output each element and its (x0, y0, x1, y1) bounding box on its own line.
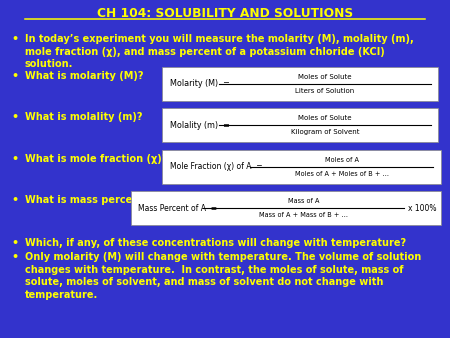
Text: Which, if any, of these concentrations will change with temperature?: Which, if any, of these concentrations w… (25, 238, 406, 248)
Text: CH 104: SOLUBILITY AND SOLUTIONS: CH 104: SOLUBILITY AND SOLUTIONS (97, 7, 353, 20)
Text: Mole Fraction (χ) of A  =: Mole Fraction (χ) of A = (170, 162, 262, 171)
Text: Molarity (M)  =: Molarity (M) = (170, 79, 230, 88)
FancyBboxPatch shape (162, 150, 441, 184)
Text: solute, moles of solvent, and mass of solvent do not change with: solute, moles of solvent, and mass of so… (25, 277, 383, 288)
Text: •: • (11, 195, 18, 206)
Text: Mass Percent of A  =: Mass Percent of A = (138, 204, 217, 213)
Text: solution.: solution. (25, 59, 73, 70)
Text: changes with temperature.  In contrast, the moles of solute, mass of: changes with temperature. In contrast, t… (25, 265, 403, 275)
Text: In today’s experiment you will measure the molarity (M), molality (m),: In today’s experiment you will measure t… (25, 34, 414, 44)
Text: •: • (11, 238, 18, 248)
Text: •: • (11, 34, 18, 44)
Text: Moles of Solute: Moles of Solute (298, 115, 352, 121)
Text: Mass of A: Mass of A (288, 198, 320, 204)
Text: •: • (11, 154, 18, 164)
FancyBboxPatch shape (131, 191, 441, 225)
FancyBboxPatch shape (162, 108, 438, 142)
Text: x 100%: x 100% (408, 204, 436, 213)
Text: What is molarity (M)?: What is molarity (M)? (25, 71, 143, 81)
Text: •: • (11, 112, 18, 122)
Text: Moles of A + Moles of B + …: Moles of A + Moles of B + … (295, 171, 388, 177)
Text: Mass of A + Mass of B + …: Mass of A + Mass of B + … (259, 212, 348, 218)
Text: •: • (11, 71, 18, 81)
Text: What is mole fraction (χ)?: What is mole fraction (χ)? (25, 154, 167, 164)
Text: Molality (m)  =: Molality (m) = (170, 121, 230, 129)
Text: Kilogram of Solvent: Kilogram of Solvent (291, 129, 360, 135)
FancyBboxPatch shape (162, 67, 438, 101)
Text: What is molality (m)?: What is molality (m)? (25, 112, 142, 122)
Text: Liters of Solution: Liters of Solution (296, 88, 355, 94)
Text: What is mass percent?: What is mass percent? (25, 195, 149, 206)
Text: Moles of A: Moles of A (324, 156, 359, 163)
Text: temperature.: temperature. (25, 290, 98, 300)
Text: •: • (11, 252, 18, 262)
Text: Moles of Solute: Moles of Solute (298, 74, 352, 80)
Text: Only molarity (M) will change with temperature. The volume of solution: Only molarity (M) will change with tempe… (25, 252, 421, 262)
Text: mole fraction (χ), and mass percent of a potassium chloride (KCl): mole fraction (χ), and mass percent of a… (25, 47, 384, 57)
